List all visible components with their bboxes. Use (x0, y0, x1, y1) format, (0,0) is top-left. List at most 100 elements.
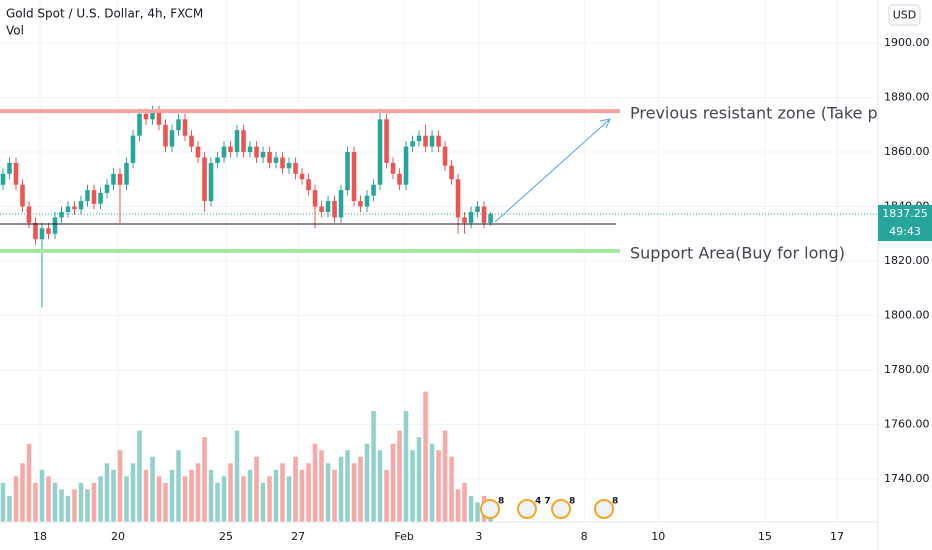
candle-body (85, 190, 90, 202)
volume-bar (117, 450, 123, 522)
candle-body (221, 146, 227, 158)
y-tick-label: 1740.00 (884, 472, 930, 485)
volume-bar (91, 482, 97, 522)
volume-bar (468, 495, 474, 522)
currency-button[interactable] (888, 4, 921, 26)
volume-bar (65, 495, 71, 522)
volume-bar (150, 456, 155, 522)
candle-body (241, 130, 246, 153)
candle-body (455, 179, 461, 218)
volume-bar (26, 443, 32, 522)
candle-body (137, 113, 142, 136)
volume-bar (377, 450, 383, 522)
event-icon (551, 499, 571, 519)
candle-body (247, 146, 253, 153)
countdown-label: 49:43 (889, 225, 921, 238)
volume-bar (436, 450, 441, 522)
volume-label: Vol (6, 24, 24, 38)
volume-bar (306, 463, 311, 522)
candle-body (384, 119, 389, 163)
volume-bar (52, 482, 58, 522)
candle-body (254, 146, 259, 158)
candle-body (267, 152, 272, 163)
candle-body (20, 184, 25, 207)
candle-body (117, 173, 123, 185)
candle-body (195, 146, 201, 158)
last-price-tag (878, 205, 932, 224)
candle-body (293, 162, 298, 174)
candle-body (371, 184, 376, 196)
candle-body (104, 184, 110, 193)
candle-body (228, 146, 233, 153)
candle-body (176, 119, 181, 131)
plot-area: Previous resistant zone (Take pr Support … (0, 0, 885, 522)
volume-bar (442, 430, 448, 522)
volume-bar (299, 469, 305, 522)
candle-body (163, 124, 168, 147)
volume-bar (221, 476, 227, 522)
candle-body (429, 135, 435, 147)
volume-bar (351, 463, 357, 522)
y-tick-label: 1780.00 (884, 363, 930, 376)
candle-body (130, 135, 136, 163)
event-count: 8 (498, 497, 504, 507)
volume-bar (241, 476, 246, 522)
volume-bar (267, 476, 272, 522)
volume-bar (137, 430, 142, 522)
candle-body (189, 135, 194, 147)
candle-body (286, 162, 292, 169)
candle-body (0, 173, 6, 185)
candle-body (403, 146, 409, 185)
x-tick-label: 8 (581, 530, 588, 543)
candle-body (468, 211, 474, 223)
volume-bar (371, 411, 376, 522)
volume-bar (208, 469, 214, 522)
candle-body (345, 152, 350, 191)
volume-bar (176, 450, 181, 522)
candle-body (332, 201, 337, 218)
candle-body (351, 152, 357, 202)
volume-bar (111, 469, 116, 522)
volume-bar (332, 469, 337, 522)
event-icon (517, 499, 537, 519)
volume-bar (234, 430, 240, 522)
volume-bar (254, 456, 259, 522)
volume-bar (423, 391, 428, 522)
candle-body (377, 119, 383, 185)
candle-body (39, 228, 45, 240)
candle-body (13, 162, 19, 185)
volume-bar (59, 489, 64, 522)
candle-body (299, 173, 305, 180)
candle-body (156, 111, 162, 125)
candle-body (306, 179, 311, 191)
candle-body (488, 214, 493, 223)
candle-body (364, 195, 370, 207)
volume-bar (455, 489, 461, 522)
candle-body (390, 162, 396, 174)
y-tick-label: 1900.00 (884, 36, 930, 49)
volume-bar (293, 456, 298, 522)
chart-title: Gold Spot / U.S. Dollar, 4h, FXCM (6, 7, 203, 21)
volume-bar (143, 469, 149, 522)
candle-body (273, 157, 279, 163)
candle-body (169, 130, 175, 147)
volume-bar (416, 437, 422, 522)
candle-body (442, 146, 448, 166)
candle-body (481, 206, 487, 223)
candle-body (59, 211, 64, 218)
volume-bar (345, 450, 350, 522)
volume-bar (130, 463, 136, 522)
volume-bar (410, 450, 415, 522)
volume-bar (72, 489, 77, 522)
countdown-tag (878, 223, 932, 242)
event-count: 8 (569, 497, 575, 507)
volume-bar (85, 489, 90, 522)
volume-bar (462, 482, 467, 522)
volume-bar (475, 502, 480, 522)
volume-bar (429, 443, 435, 522)
candle-body (475, 206, 480, 212)
x-tick-label: 15 (758, 530, 772, 543)
volume-bar (195, 463, 201, 522)
annotation: Previous resistant zone (Take pr (630, 104, 885, 123)
